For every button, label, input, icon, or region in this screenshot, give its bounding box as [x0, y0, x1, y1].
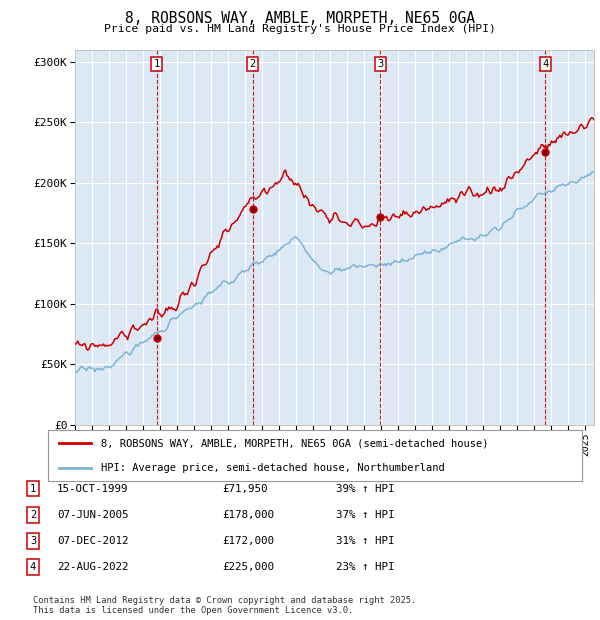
Text: 8, ROBSONS WAY, AMBLE, MORPETH, NE65 0GA: 8, ROBSONS WAY, AMBLE, MORPETH, NE65 0GA	[125, 11, 475, 26]
Text: 39% ↑ HPI: 39% ↑ HPI	[336, 484, 395, 494]
Text: 31% ↑ HPI: 31% ↑ HPI	[336, 536, 395, 546]
Text: 1: 1	[30, 484, 36, 494]
Text: 8, ROBSONS WAY, AMBLE, MORPETH, NE65 0GA (semi-detached house): 8, ROBSONS WAY, AMBLE, MORPETH, NE65 0GA…	[101, 438, 489, 448]
Text: Price paid vs. HM Land Registry's House Price Index (HPI): Price paid vs. HM Land Registry's House …	[104, 24, 496, 33]
Text: 23% ↑ HPI: 23% ↑ HPI	[336, 562, 395, 572]
Text: £172,000: £172,000	[222, 536, 274, 546]
Text: £71,950: £71,950	[222, 484, 268, 494]
Text: 37% ↑ HPI: 37% ↑ HPI	[336, 510, 395, 520]
Text: 3: 3	[30, 536, 36, 546]
Text: 3: 3	[377, 59, 383, 69]
Text: HPI: Average price, semi-detached house, Northumberland: HPI: Average price, semi-detached house,…	[101, 463, 445, 473]
Text: 07-JUN-2005: 07-JUN-2005	[57, 510, 128, 520]
Text: 07-DEC-2012: 07-DEC-2012	[57, 536, 128, 546]
Text: £225,000: £225,000	[222, 562, 274, 572]
Text: 22-AUG-2022: 22-AUG-2022	[57, 562, 128, 572]
Text: 1: 1	[154, 59, 160, 69]
Text: 2: 2	[250, 59, 256, 69]
Text: £178,000: £178,000	[222, 510, 274, 520]
Text: 15-OCT-1999: 15-OCT-1999	[57, 484, 128, 494]
Text: Contains HM Land Registry data © Crown copyright and database right 2025.
This d: Contains HM Land Registry data © Crown c…	[33, 596, 416, 615]
Text: 4: 4	[542, 59, 548, 69]
Text: 4: 4	[30, 562, 36, 572]
Text: 2: 2	[30, 510, 36, 520]
